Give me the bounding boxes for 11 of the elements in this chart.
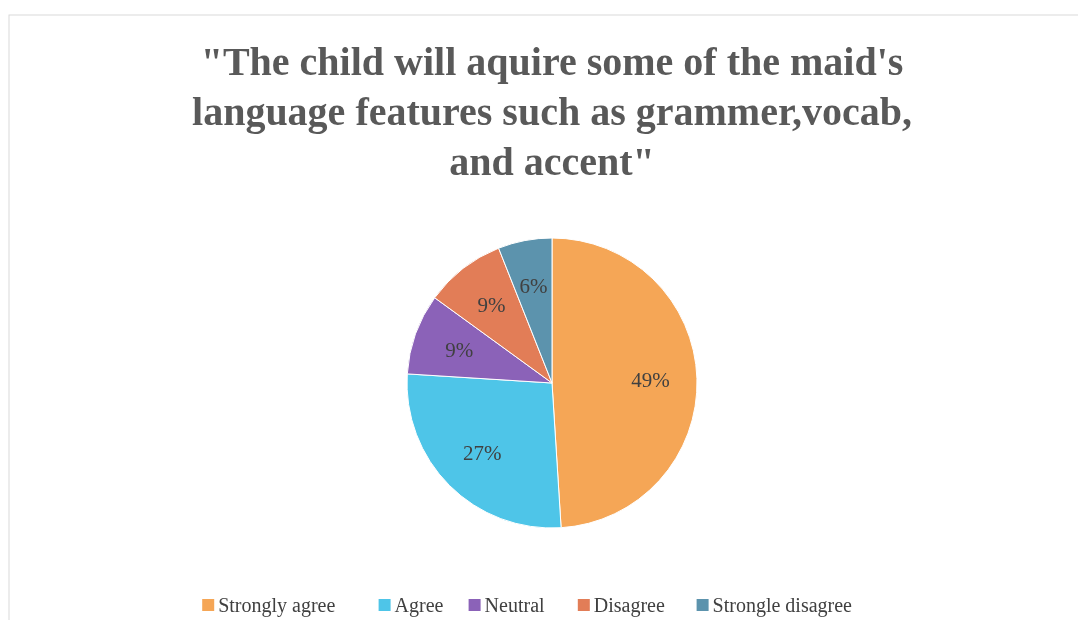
legend-label: Neutral (484, 594, 546, 616)
legend-label: Strongly agree (218, 594, 336, 617)
legend-label: Strongle disagree (712, 594, 853, 617)
chart-title: "The child will aquire some of the maid's language features such as grammer,vocab, and accent" (192, 39, 912, 184)
legend-label: Agree (394, 594, 444, 617)
data-label: 9% (445, 337, 474, 362)
data-label: 6% (519, 274, 548, 299)
legend-label: Disagree (593, 594, 665, 617)
data-label: 49% (631, 367, 670, 392)
data-label: 9% (477, 293, 506, 318)
data-label: 27% (463, 440, 502, 465)
